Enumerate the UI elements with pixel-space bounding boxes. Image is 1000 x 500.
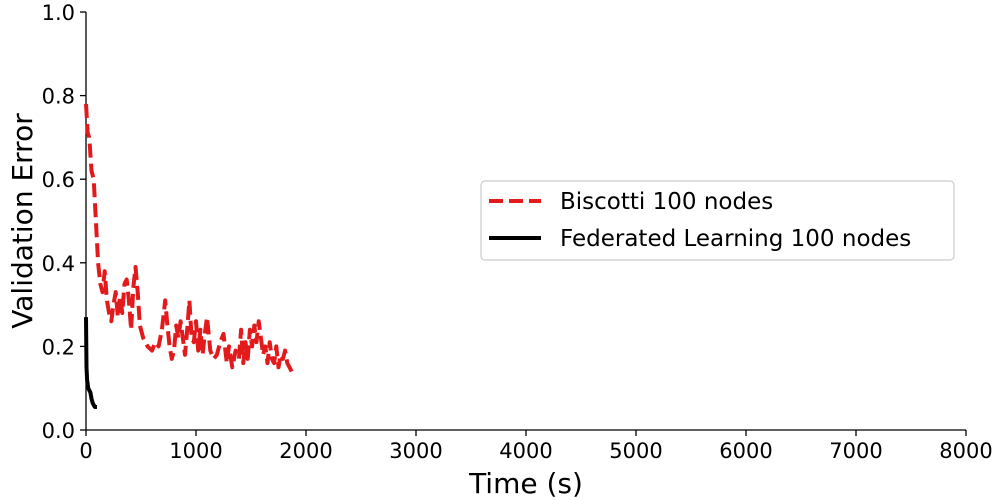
y-tick-label: 0.8: [42, 85, 75, 109]
legend-frame: [480, 180, 955, 261]
series-line-1: [84, 103, 294, 373]
x-axis-title: Time (s): [468, 467, 583, 500]
x-tick-label: 1000: [169, 439, 222, 463]
legend: Biscotti 100 nodes Federated Learning 100…: [480, 180, 955, 261]
legend-label-2: Federated Learning 100 nodes: [560, 226, 911, 252]
series-line-2: [84, 317, 98, 409]
axes: 0 1000 2000 3000 4000 5000 6000 7000 8000 0.0 0.2 0…: [42, 1, 993, 463]
x-tick-label: 3000: [389, 439, 442, 463]
y-tick-label: 0.6: [42, 168, 75, 192]
y-tick-label: 0.2: [42, 335, 75, 359]
legend-label-1: Biscotti 100 nodes: [560, 189, 773, 215]
series-layer: [84, 103, 294, 409]
x-tick-label: 7000: [829, 439, 882, 463]
y-tick-label: 0.4: [42, 252, 75, 276]
x-tick-label: 2000: [279, 439, 332, 463]
x-tick-label: 5000: [609, 439, 662, 463]
x-tick-label: 0: [79, 439, 92, 463]
x-tick-label: 8000: [939, 439, 992, 463]
y-tick-label: 0.0: [42, 419, 75, 443]
x-tick-label: 4000: [499, 439, 552, 463]
x-tick-label: 6000: [719, 439, 772, 463]
y-tick-label: 1.0: [42, 1, 75, 25]
y-axis-title: Validation Error: [6, 113, 39, 329]
